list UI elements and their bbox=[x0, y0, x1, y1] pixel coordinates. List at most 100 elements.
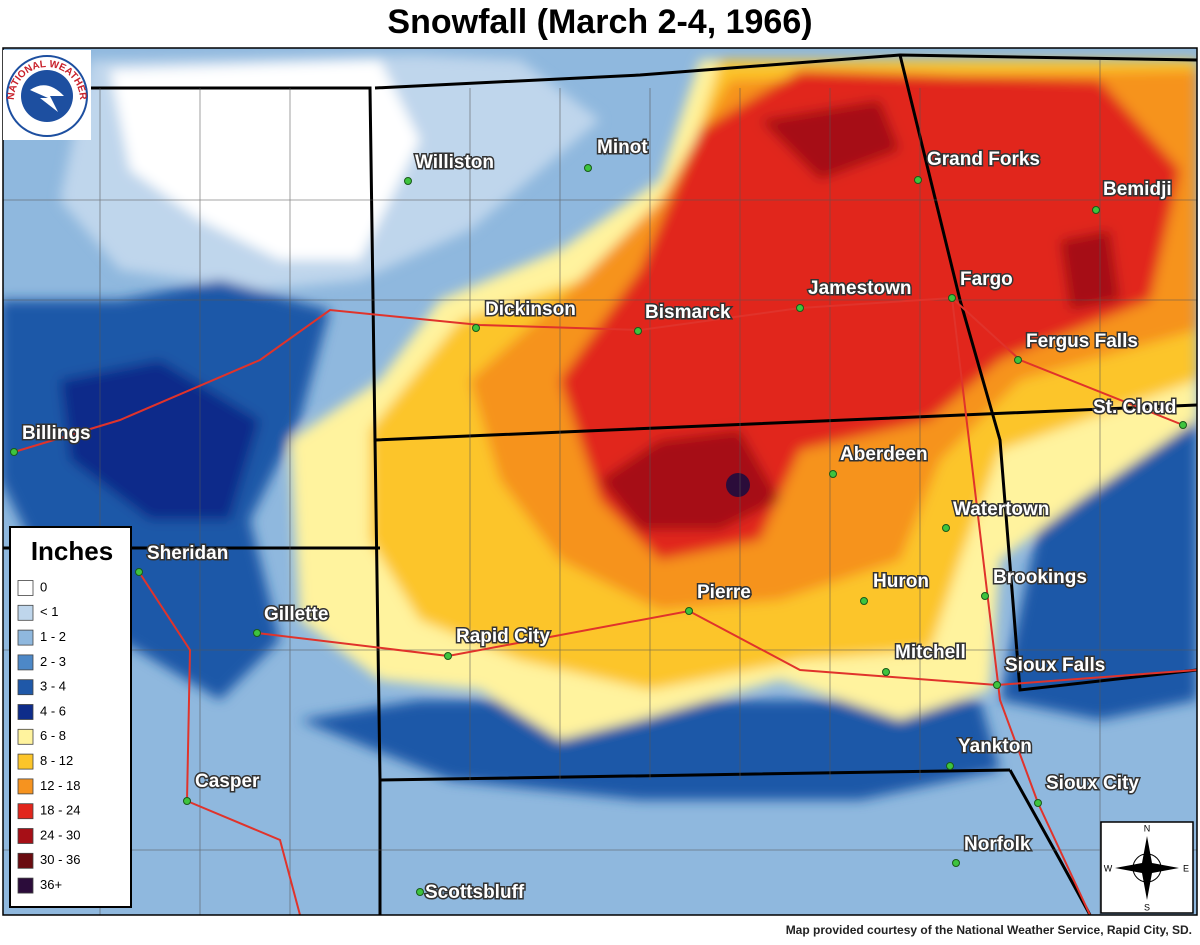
city-dot bbox=[253, 629, 261, 637]
city-dot bbox=[1179, 421, 1187, 429]
legend-swatch bbox=[17, 679, 34, 696]
city-dot bbox=[942, 524, 950, 532]
legend-label: 24 - 30 bbox=[40, 827, 80, 842]
city-dot bbox=[948, 294, 956, 302]
compass-west: W bbox=[1104, 863, 1113, 873]
snow-24-30 bbox=[600, 100, 1120, 530]
city-dot bbox=[952, 859, 960, 867]
city-label: Rapid City bbox=[456, 626, 550, 647]
city-label: Scottsbluff bbox=[425, 882, 525, 903]
legend-label: 3 - 4 bbox=[40, 679, 66, 694]
legend-swatch bbox=[17, 704, 34, 720]
city-label: Sheridan bbox=[147, 543, 228, 564]
compass: N E S W bbox=[1100, 821, 1194, 914]
legend-swatch bbox=[17, 654, 34, 671]
compass-east: E bbox=[1183, 863, 1189, 873]
city-dot bbox=[796, 304, 804, 312]
city-dot bbox=[1092, 206, 1100, 214]
legend-swatch bbox=[17, 728, 34, 745]
city-label: St. Cloud bbox=[1093, 397, 1176, 418]
city-label: Grand Forks bbox=[927, 149, 1040, 170]
legend-label: 6 - 8 bbox=[40, 728, 66, 743]
logo-bolt bbox=[30, 85, 64, 112]
map-frame bbox=[2, 47, 1198, 916]
city-dot bbox=[404, 177, 412, 185]
city-dot bbox=[584, 164, 592, 172]
city-dot bbox=[882, 668, 890, 676]
city-label: Minot bbox=[597, 137, 648, 158]
legend-items: 0 < 1 1 - 2 2 - 3 3 - 4 4 - 6 6 - 8 8 - 12 12 - … bbox=[17, 579, 80, 894]
city-dot bbox=[860, 597, 868, 605]
legend-label: 36+ bbox=[40, 877, 62, 892]
city-dot bbox=[981, 592, 989, 600]
compass-south: S bbox=[1144, 902, 1150, 912]
city-label: Gillette bbox=[264, 604, 328, 625]
city-dot bbox=[10, 448, 18, 456]
city-label: Casper bbox=[195, 771, 260, 792]
city-label: Fargo bbox=[960, 269, 1013, 290]
legend: Inches 0 < 1 1 - 2 2 - 3 3 - 4 4 - 6 6 - 8 8 - … bbox=[9, 526, 132, 908]
city-dot bbox=[634, 327, 642, 335]
legend-swatch bbox=[17, 877, 34, 894]
city-label: Brookings bbox=[993, 567, 1087, 588]
city-label: Aberdeen bbox=[840, 444, 928, 465]
city-label: Jamestown bbox=[808, 278, 911, 299]
snow-36-plus bbox=[726, 473, 750, 497]
city-dot bbox=[416, 888, 424, 896]
city-label: Fergus Falls bbox=[1026, 331, 1138, 352]
legend-label: 30 - 36 bbox=[40, 852, 80, 867]
city-label: Huron bbox=[873, 571, 929, 592]
legend-label: 12 - 18 bbox=[40, 778, 80, 793]
city-label: Norfolk bbox=[964, 834, 1031, 855]
city-label: Bismarck bbox=[645, 302, 731, 323]
compass-north: N bbox=[1144, 823, 1151, 833]
city-label: Sioux Falls bbox=[1005, 655, 1105, 676]
city-dot bbox=[1014, 356, 1022, 364]
nws-logo: NATIONAL WEATHER SERVICE bbox=[0, 0, 91, 140]
compass-star bbox=[1115, 836, 1179, 900]
east-blue bbox=[1000, 420, 1197, 720]
legend-title: Inches bbox=[31, 536, 113, 566]
city-label: Yankton bbox=[958, 736, 1032, 757]
highways bbox=[13, 296, 1197, 915]
deep-blue bbox=[60, 360, 260, 520]
city-dot bbox=[472, 324, 480, 332]
legend-label: < 1 bbox=[40, 604, 58, 619]
city-dot bbox=[914, 176, 922, 184]
legend-label: 2 - 3 bbox=[40, 654, 66, 669]
legend-swatch bbox=[17, 604, 34, 621]
legend-swatch bbox=[17, 828, 34, 844]
legend-swatch bbox=[17, 778, 34, 795]
city-label: Pierre bbox=[697, 582, 751, 603]
city-dot bbox=[135, 568, 143, 576]
legend-label: 18 - 24 bbox=[40, 803, 80, 818]
legend-swatch bbox=[17, 803, 34, 820]
city-dot bbox=[993, 681, 1001, 689]
map-title: Snowfall (March 2-4, 1966) bbox=[387, 3, 812, 41]
city-label: Mitchell bbox=[895, 642, 966, 663]
city-dot bbox=[1034, 799, 1042, 807]
legend-swatch bbox=[17, 629, 34, 646]
city-dot bbox=[183, 797, 191, 805]
legend-label: 0 bbox=[40, 579, 47, 594]
city-label: Watertown bbox=[953, 499, 1049, 520]
legend-swatch bbox=[17, 852, 34, 869]
legend-swatch bbox=[17, 580, 34, 596]
city-dot bbox=[829, 470, 837, 478]
county-lines bbox=[3, 60, 1197, 915]
legend-label: 1 - 2 bbox=[40, 629, 66, 644]
city-dot bbox=[685, 607, 693, 615]
legend-label: 4 - 6 bbox=[40, 703, 66, 718]
city-label: Dickinson bbox=[485, 299, 576, 320]
city-label: Sioux City bbox=[1046, 773, 1139, 794]
credit: Map provided courtesy of the National We… bbox=[786, 923, 1192, 937]
city-label: Billings bbox=[22, 423, 91, 444]
legend-swatch bbox=[17, 753, 34, 770]
legend-label: 8 - 12 bbox=[40, 753, 73, 768]
no-snow bbox=[110, 60, 420, 260]
snowfall-field bbox=[3, 48, 1197, 915]
city-dot bbox=[444, 652, 452, 660]
city-dot bbox=[946, 762, 954, 770]
